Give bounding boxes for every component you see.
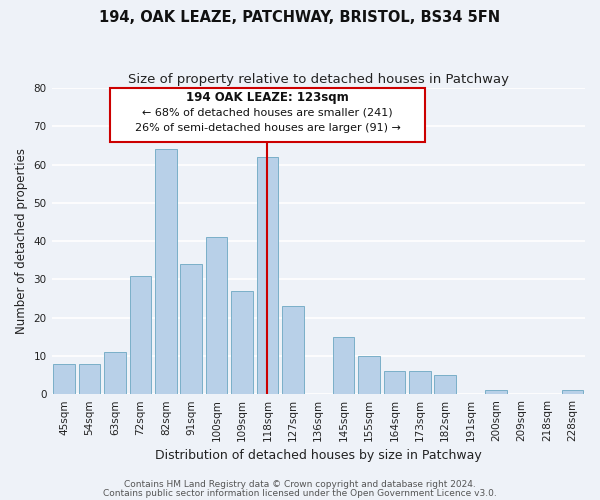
Text: Contains public sector information licensed under the Open Government Licence v3: Contains public sector information licen… bbox=[103, 488, 497, 498]
Bar bbox=[282, 306, 304, 394]
Bar bbox=[409, 371, 431, 394]
Bar bbox=[181, 264, 202, 394]
Bar bbox=[383, 371, 405, 394]
Bar bbox=[104, 352, 126, 394]
X-axis label: Distribution of detached houses by size in Patchway: Distribution of detached houses by size … bbox=[155, 450, 482, 462]
Bar bbox=[434, 375, 456, 394]
Text: ← 68% of detached houses are smaller (241): ← 68% of detached houses are smaller (24… bbox=[142, 108, 393, 118]
Title: Size of property relative to detached houses in Patchway: Size of property relative to detached ho… bbox=[128, 72, 509, 86]
FancyBboxPatch shape bbox=[110, 88, 425, 142]
Bar bbox=[358, 356, 380, 394]
Text: 26% of semi-detached houses are larger (91) →: 26% of semi-detached houses are larger (… bbox=[134, 123, 400, 133]
Bar bbox=[130, 276, 151, 394]
Bar bbox=[485, 390, 507, 394]
Bar bbox=[79, 364, 100, 394]
Bar bbox=[333, 337, 355, 394]
Text: Contains HM Land Registry data © Crown copyright and database right 2024.: Contains HM Land Registry data © Crown c… bbox=[124, 480, 476, 489]
Text: 194, OAK LEAZE, PATCHWAY, BRISTOL, BS34 5FN: 194, OAK LEAZE, PATCHWAY, BRISTOL, BS34 … bbox=[100, 10, 500, 25]
Bar bbox=[206, 238, 227, 394]
Y-axis label: Number of detached properties: Number of detached properties bbox=[15, 148, 28, 334]
Bar bbox=[231, 291, 253, 394]
Bar bbox=[257, 157, 278, 394]
Text: 194 OAK LEAZE: 123sqm: 194 OAK LEAZE: 123sqm bbox=[186, 91, 349, 104]
Bar bbox=[53, 364, 75, 394]
Bar bbox=[562, 390, 583, 394]
Bar bbox=[155, 150, 176, 394]
